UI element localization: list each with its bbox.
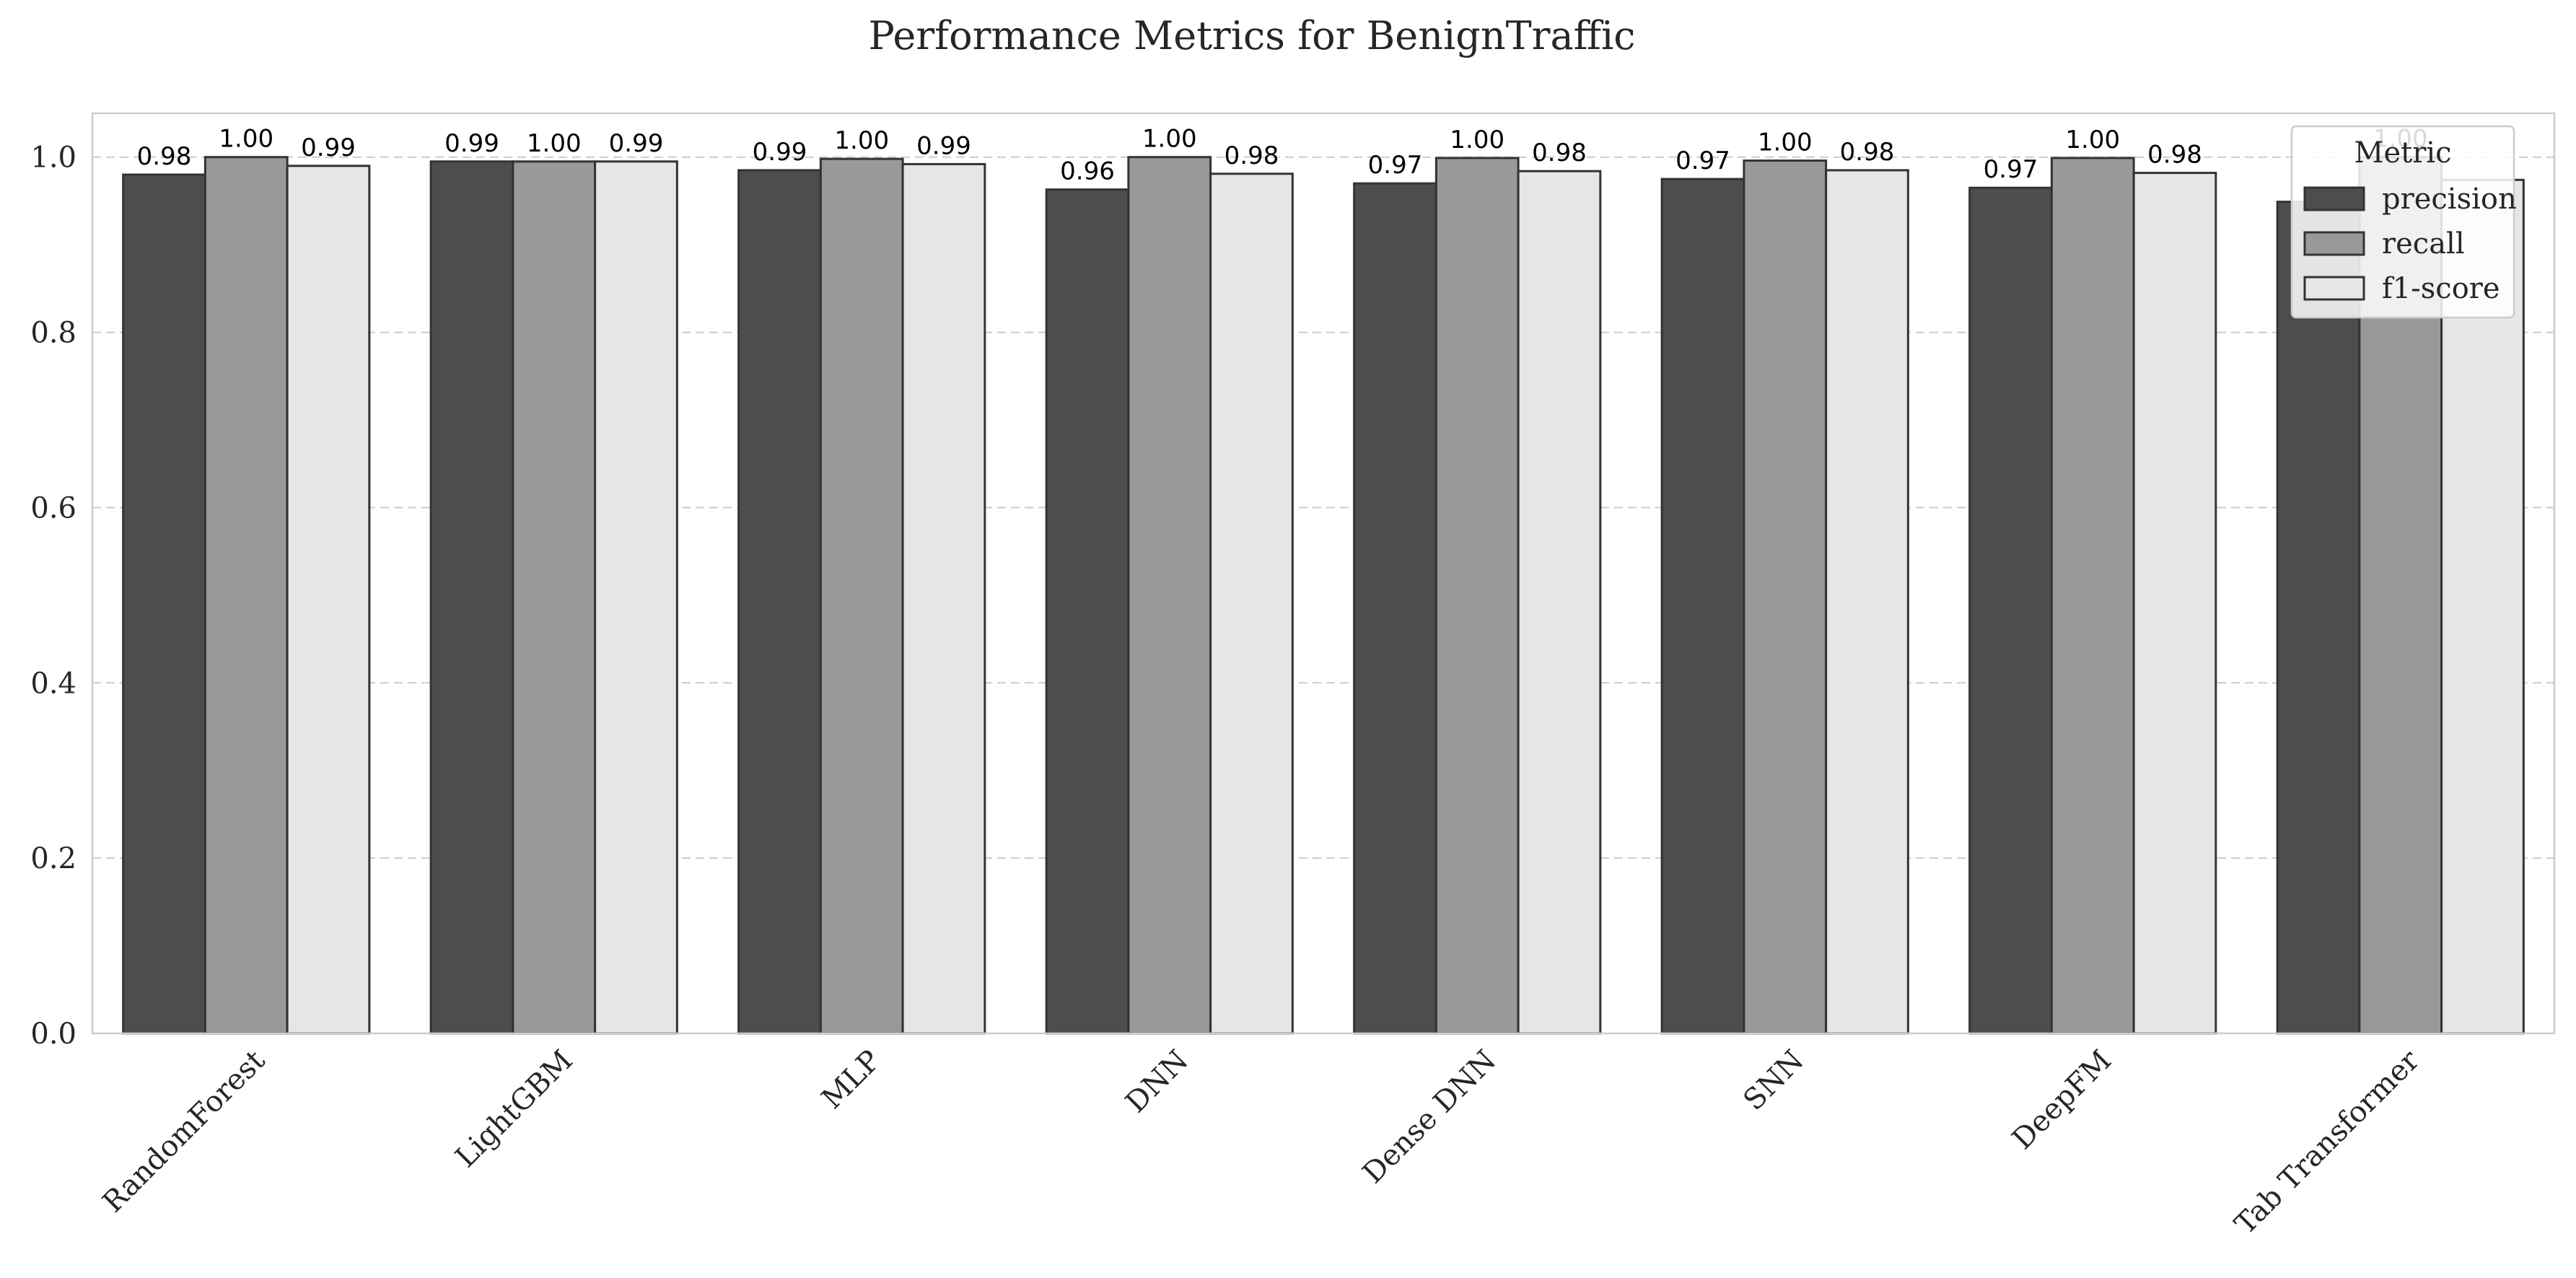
data-label: 0.97: [1984, 155, 2038, 184]
data-label: 0.99: [753, 138, 807, 167]
bar-precision-tab-transformer: [2276, 201, 2361, 1035]
legend-title: Metric: [2354, 136, 2451, 170]
legend-label-precision: precision: [2382, 183, 2517, 216]
bar-recall-snn: [1743, 159, 1828, 1035]
bar-recall-dense-dnn: [1434, 157, 1520, 1035]
x-tick-label: DeepFM: [2006, 1044, 2118, 1156]
data-label: 1.00: [1758, 128, 1813, 157]
data-label: 1.00: [1450, 126, 1504, 154]
chart-title: Performance Metrics for BenignTraffic: [868, 13, 1635, 58]
bar-precision-mlp: [737, 169, 822, 1035]
y-tick-label: 0.8: [30, 317, 76, 350]
x-tick-label: SNN: [1737, 1044, 1810, 1117]
bar-f1-score-snn: [1825, 169, 1909, 1035]
x-tick-label: DNN: [1119, 1044, 1195, 1120]
data-label: 0.98: [1840, 138, 1895, 167]
legend-swatch-precision: [2303, 186, 2365, 211]
x-tick-label: RandomForest: [97, 1044, 272, 1220]
legend: Metric precision recall f1-score: [2290, 125, 2517, 319]
data-label: 1.00: [2065, 126, 2120, 154]
data-label: 1.00: [834, 126, 889, 155]
legend-label-f1-score: f1-score: [2382, 272, 2500, 305]
bar-recall-mlp: [819, 157, 904, 1035]
x-tick-label: Dense DNN: [1357, 1044, 1503, 1191]
data-label: 1.00: [219, 125, 273, 154]
y-tick-label: 0.0: [30, 1017, 76, 1051]
bars: [122, 156, 2525, 1035]
legend-label-recall: recall: [2382, 227, 2465, 261]
bar-precision-dnn: [1045, 188, 1130, 1035]
bar-recall-deepfm: [2050, 157, 2135, 1035]
bar-precision-snn: [1660, 178, 1745, 1035]
y-tick-label: 0.2: [30, 842, 76, 875]
bar-f1-score-dnn: [1209, 172, 1294, 1035]
bar-precision-randomforest: [122, 173, 206, 1035]
x-tick-label: Tab Transformer: [2229, 1043, 2427, 1241]
data-label: 0.99: [609, 129, 664, 158]
data-label: 0.98: [2147, 141, 2202, 170]
bar-recall-lightgbm: [512, 160, 597, 1035]
bar-recall-dnn: [1127, 156, 1212, 1035]
bar-precision-deepfm: [1968, 186, 2053, 1035]
y-tick-label: 0.6: [30, 491, 76, 525]
data-label: 0.97: [1368, 151, 1423, 180]
y-tick-label: 1.0: [30, 141, 76, 175]
bar-f1-score-mlp: [901, 162, 986, 1035]
bar-f1-score-dense-dnn: [1517, 170, 1602, 1035]
data-label: 0.99: [916, 131, 971, 160]
data-label: 1.00: [527, 129, 582, 158]
data-label: 0.97: [1675, 146, 1730, 175]
data-label: 0.98: [137, 142, 192, 171]
y-tick-label: 0.4: [30, 667, 76, 700]
data-label: 0.98: [1225, 141, 1279, 170]
legend-box: [2290, 125, 2515, 319]
plot-frame: [91, 112, 2556, 1035]
data-label: 0.99: [444, 129, 499, 158]
data-label: 0.99: [301, 134, 356, 162]
legend-swatch-f1-score: [2303, 276, 2365, 301]
bar-precision-dense-dnn: [1353, 182, 1437, 1035]
data-label: 1.00: [1142, 125, 1197, 154]
data-label: 0.96: [1060, 157, 1115, 186]
x-tick-label: LightGBM: [449, 1044, 579, 1174]
bar-f1-score-tab-transformer: [2440, 178, 2525, 1035]
legend-swatch-recall: [2303, 231, 2365, 256]
bar-precision-lightgbm: [429, 160, 514, 1035]
bar-recall-randomforest: [203, 156, 289, 1035]
data-label: 0.98: [1532, 139, 1587, 167]
bar-f1-score-lightgbm: [594, 160, 678, 1035]
x-tick-label: MLP: [815, 1044, 887, 1116]
bar-f1-score-deepfm: [2132, 172, 2217, 1035]
bar-f1-score-randomforest: [286, 165, 371, 1035]
